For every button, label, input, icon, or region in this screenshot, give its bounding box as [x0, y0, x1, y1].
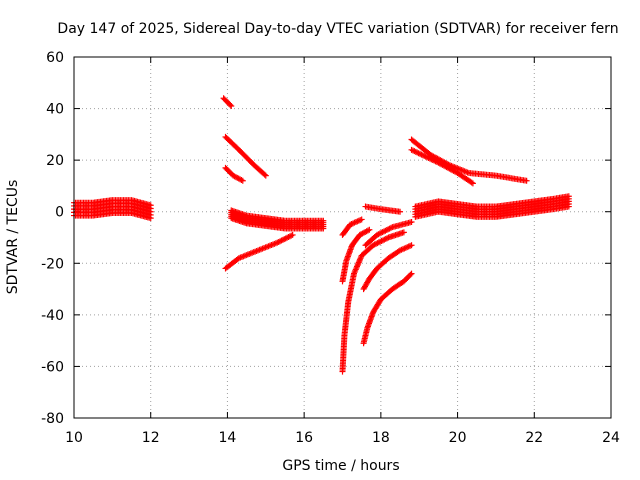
series-arc-15	[408, 146, 476, 187]
y-tick-label: -20	[41, 256, 64, 272]
data-point	[397, 208, 404, 215]
series-arc-6	[222, 231, 296, 272]
y-axis-label: SDTVAR / TECUs	[5, 180, 21, 295]
data-point	[358, 216, 365, 223]
data-point	[407, 271, 414, 278]
series-arc-9	[339, 229, 407, 375]
data-point	[288, 232, 295, 239]
y-tick-label: -40	[41, 308, 64, 324]
data-point	[366, 226, 373, 233]
data-point	[364, 227, 371, 234]
data-point	[238, 177, 245, 184]
series-arc-2	[220, 95, 235, 109]
y-tick-label: 0	[55, 205, 64, 221]
x-tick-label: 12	[142, 430, 160, 446]
data-point	[408, 270, 415, 277]
x-tick-label: 18	[372, 430, 390, 446]
y-tick-label: -60	[41, 359, 64, 375]
x-tick-label: 24	[602, 430, 620, 446]
data-point	[565, 193, 572, 200]
y-tick-label: 60	[46, 50, 64, 66]
axes-layer: 10 12 14 16 18 20 22 24 -80 -60 -40 -20 0 20 40 60	[41, 50, 620, 446]
data-point	[289, 231, 296, 238]
data-point	[261, 171, 268, 178]
data-point	[262, 172, 269, 179]
data-point	[408, 242, 415, 249]
series-arc-12	[360, 270, 415, 347]
data-point	[320, 217, 327, 224]
chart-title: Day 147 of 2025, Sidereal Day-to-day VTE…	[57, 21, 618, 37]
data-point	[228, 102, 235, 109]
series-arc-4	[222, 164, 246, 184]
x-axis-label: GPS time / hours	[282, 458, 399, 474]
series-arc-10	[362, 219, 415, 249]
x-tick-label: 20	[449, 430, 467, 446]
plot-frame	[73, 56, 612, 419]
series-arc-16	[412, 193, 572, 220]
series-arc-11	[360, 242, 415, 293]
y-tick-label: -80	[41, 411, 64, 427]
series-arc-1	[71, 197, 154, 222]
series-layer	[71, 95, 572, 375]
data-point	[147, 202, 154, 209]
data-point	[227, 101, 234, 108]
data-point	[523, 177, 530, 184]
y-tick-label: 20	[46, 153, 64, 169]
data-point	[468, 179, 475, 186]
series-arc-3	[222, 133, 269, 179]
x-tick-label: 14	[219, 430, 237, 446]
data-point	[239, 177, 246, 184]
data-point	[469, 180, 476, 187]
data-point	[384, 235, 391, 242]
x-tick-label: 10	[65, 430, 83, 446]
series-arc-5	[228, 207, 327, 232]
x-tick-label: 22	[525, 430, 543, 446]
y-tick-label: 40	[46, 102, 64, 118]
data-point	[387, 224, 394, 231]
series-arc-13	[362, 203, 404, 215]
series-arc-8	[339, 226, 373, 285]
x-tick-label: 16	[295, 430, 313, 446]
data-point	[400, 229, 407, 236]
data-point	[408, 219, 415, 226]
series-arc-7	[339, 216, 365, 238]
